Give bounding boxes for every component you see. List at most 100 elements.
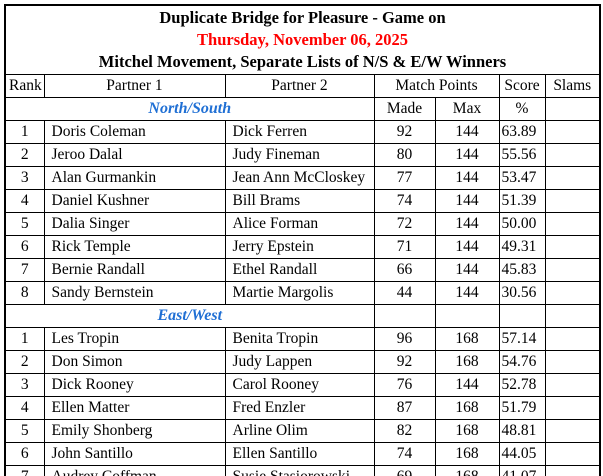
max-cell: 144 [434, 281, 500, 305]
made-cell: 44 [373, 281, 436, 305]
max-cell: 168 [434, 419, 500, 443]
partner2-cell: Alice Forman [224, 212, 375, 236]
rank-cell: 4 [4, 396, 45, 420]
slams-cell [544, 465, 601, 476]
made-cell: 71 [373, 235, 436, 259]
max-cell: 144 [434, 189, 500, 213]
result-row: 7 Bernie Randall Ethel Randall 66 144 45.83 [4, 258, 601, 282]
score-cell: 57.14 [498, 327, 546, 351]
partner2-cell: Martie Margolis [224, 281, 375, 305]
result-row: 4 Ellen Matter Fred Enzler 87 168 51.79 [4, 396, 601, 420]
made-cell: 66 [373, 258, 436, 282]
partner1-cell: Bernie Randall [43, 258, 226, 282]
score-cell: 30.56 [498, 281, 546, 305]
rank-cell: 2 [4, 350, 45, 374]
slams-cell [544, 120, 601, 144]
slams-cell [544, 350, 601, 374]
result-row: 1 Doris Coleman Dick Ferren 92 144 63.89 [4, 120, 601, 144]
rank-cell: 3 [4, 373, 45, 397]
slams-cell [544, 281, 601, 305]
col-header-partner2: Partner 2 [224, 74, 375, 98]
partner2-cell: Ethel Randall [224, 258, 375, 282]
partner1-cell: Audrey Coffman [43, 465, 226, 476]
slams-cell [544, 235, 601, 259]
subcol-header-made: Made [373, 97, 436, 121]
slams-cell [544, 189, 601, 213]
score-cell: 51.39 [498, 189, 546, 213]
max-cell: 144 [434, 166, 500, 190]
partner1-cell: Don Simon [43, 350, 226, 374]
rank-cell: 8 [4, 281, 45, 305]
partner1-cell: John Santillo [43, 442, 226, 466]
partner2-cell: Judy Lappen [224, 350, 375, 374]
rank-cell: 1 [4, 327, 45, 351]
title-row: Duplicate Bridge for Pleasure - Game on … [4, 4, 601, 75]
score-cell: 54.76 [498, 350, 546, 374]
partner2-cell: Judy Fineman [224, 143, 375, 167]
made-cell: 76 [373, 373, 436, 397]
rank-cell: 1 [4, 120, 45, 144]
made-cell: 92 [373, 350, 436, 374]
section-label: East/West [4, 304, 375, 328]
partner1-cell: Emily Shonberg [43, 419, 226, 443]
score-cell: 45.83 [498, 258, 546, 282]
rank-cell: 7 [4, 465, 45, 476]
subcol-header-percent [498, 304, 546, 328]
partner1-cell: Jeroo Dalal [43, 143, 226, 167]
partner2-cell: Bill Brams [224, 189, 375, 213]
max-cell: 168 [434, 396, 500, 420]
slams-cell [544, 166, 601, 190]
made-cell: 92 [373, 120, 436, 144]
score-cell: 55.56 [498, 143, 546, 167]
max-cell: 144 [434, 373, 500, 397]
partner1-cell: Sandy Bernstein [43, 281, 226, 305]
result-row: 5 Emily Shonberg Arline Olim 82 168 48.81 [4, 419, 601, 443]
made-cell: 82 [373, 419, 436, 443]
rank-cell: 6 [4, 442, 45, 466]
made-cell: 72 [373, 212, 436, 236]
subcol-header-made [373, 304, 436, 328]
made-cell: 69 [373, 465, 436, 476]
page-title: Duplicate Bridge for Pleasure - Game on [159, 8, 446, 27]
slams-cell [544, 97, 601, 121]
result-row: 6 Rick Temple Jerry Epstein 71 144 49.31 [4, 235, 601, 259]
subcol-header-percent: % [498, 97, 546, 121]
col-header-score: Score [498, 74, 546, 98]
partner2-cell: Jerry Epstein [224, 235, 375, 259]
col-header-partner1: Partner 1 [43, 74, 226, 98]
result-row: 2 Don Simon Judy Lappen 92 168 54.76 [4, 350, 601, 374]
partner1-cell: Dalia Singer [43, 212, 226, 236]
score-cell: 41.07 [498, 465, 546, 476]
max-cell: 144 [434, 120, 500, 144]
score-cell: 49.31 [498, 235, 546, 259]
slams-cell [544, 143, 601, 167]
result-row: 2 Jeroo Dalal Judy Fineman 80 144 55.56 [4, 143, 601, 167]
title-cell: Duplicate Bridge for Pleasure - Game on … [4, 4, 601, 75]
partner2-cell: Dick Ferren [224, 120, 375, 144]
slams-cell [544, 419, 601, 443]
col-header-rank: Rank [4, 74, 45, 98]
result-row: 7Audrey CoffmanSusie Stasiorowski6916841… [4, 465, 601, 476]
slams-cell [544, 442, 601, 466]
max-cell: 168 [434, 350, 500, 374]
partner2-cell: Susie Stasiorowski [224, 465, 375, 476]
result-row: 5 Dalia Singer Alice Forman 72 144 50.00 [4, 212, 601, 236]
rank-cell: 4 [4, 189, 45, 213]
slams-cell [544, 396, 601, 420]
partner2-cell: Fred Enzler [224, 396, 375, 420]
made-cell: 74 [373, 442, 436, 466]
score-cell: 50.00 [498, 212, 546, 236]
score-cell: 63.89 [498, 120, 546, 144]
rank-cell: 5 [4, 212, 45, 236]
made-cell: 87 [373, 396, 436, 420]
rank-cell: 5 [4, 419, 45, 443]
slams-cell [544, 327, 601, 351]
partner1-cell: Rick Temple [43, 235, 226, 259]
partner2-cell: Jean Ann McCloskey [224, 166, 375, 190]
subcol-header-max: Max [434, 97, 500, 121]
max-cell: 144 [434, 212, 500, 236]
partner1-cell: Alan Gurmankin [43, 166, 226, 190]
max-cell: 168 [434, 442, 500, 466]
result-row: 4 Daniel Kushner Bill Brams 74 144 51.39 [4, 189, 601, 213]
